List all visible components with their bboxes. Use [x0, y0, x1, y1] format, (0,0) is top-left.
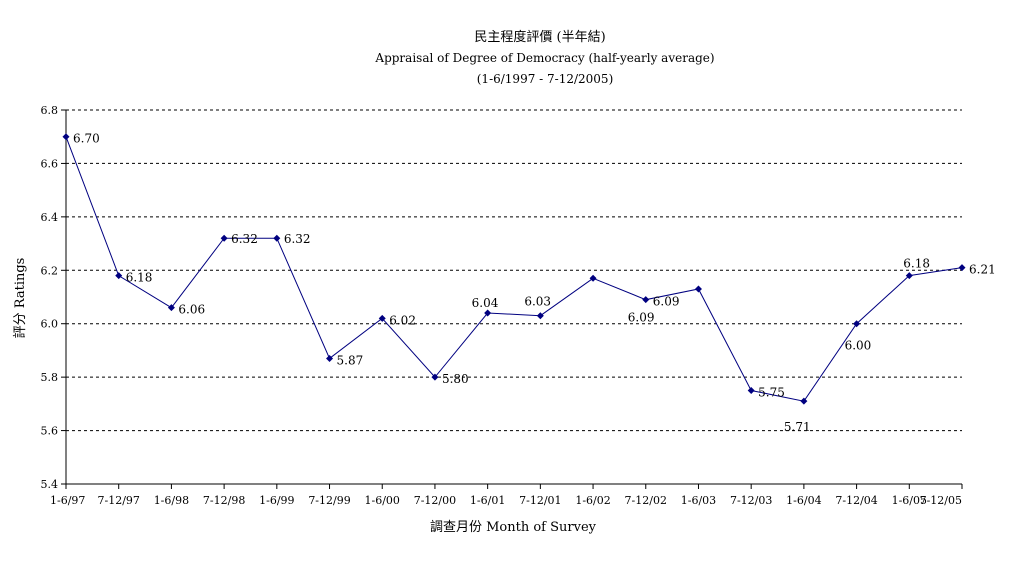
data-point	[62, 133, 70, 141]
data-label: 5.87	[337, 353, 364, 367]
data-point	[694, 285, 702, 293]
data-point	[589, 274, 597, 282]
series-ratings	[62, 133, 966, 405]
x-tick-label: 7-12/01	[519, 494, 561, 507]
chart-title: 民主程度評價 (半年結)	[474, 29, 605, 45]
gridlines	[66, 109, 962, 432]
y-tick-label: 6.4	[41, 211, 59, 224]
data-point	[220, 234, 228, 242]
x-tick-label: 1-6/04	[786, 494, 821, 507]
data-label: 5.80	[442, 372, 469, 386]
data-point	[905, 272, 913, 280]
y-tick-label: 6.8	[41, 104, 59, 117]
data-point	[167, 304, 175, 312]
x-tick-label: 1-6/00	[365, 494, 400, 507]
x-tick-label: 7-12/00	[414, 494, 456, 507]
data-point	[747, 387, 755, 394]
data-label: 6.04	[472, 296, 499, 310]
data-label: 6.03	[524, 295, 551, 309]
x-tick-label: 1-6/98	[154, 494, 189, 507]
data-label: 6.06	[178, 303, 205, 317]
data-point	[958, 264, 966, 272]
data-labels: 6.70 6.18 6.06 6.32 6.32 5.87 6.02 5.80 6.04 6.03…	[73, 132, 996, 434]
x-tick-label: 7-12/04	[835, 494, 877, 507]
data-label: 5.71	[784, 420, 811, 434]
chart-period: (1-6/1997 - 7-12/2005)	[477, 72, 614, 86]
data-point	[431, 373, 439, 381]
data-label: 6.02	[389, 313, 416, 327]
x-tick-label: 7-12/97	[97, 494, 139, 507]
x-tick-label: 7-12/05	[920, 494, 962, 507]
chart-subtitle: Appraisal of Degree of Democracy (half-y…	[374, 51, 714, 65]
y-tick-label: 5.6	[41, 425, 59, 438]
data-label: 6.21	[969, 263, 996, 277]
x-tick-label: 1-6/05	[892, 494, 927, 507]
y-axis-title: 評分 Ratings	[13, 258, 28, 339]
data-label: 6.32	[231, 232, 258, 246]
data-point	[115, 272, 123, 280]
axes	[61, 109, 963, 489]
y-tick-labels: 5.4 5.6 5.8 6.0 6.2 6.4 6.6 6.8	[41, 104, 59, 491]
y-tick-label: 6.0	[41, 318, 59, 331]
y-tick-label: 5.8	[41, 371, 59, 384]
data-point	[853, 320, 861, 328]
data-point	[484, 309, 492, 317]
x-tick-label: 7-12/02	[625, 494, 667, 507]
x-tick-label: 7-12/99	[308, 494, 350, 507]
y-tick-label: 6.6	[41, 157, 59, 170]
x-tick-labels: 1-6/97 7-12/97 1-6/98 7-12/98 1-6/99 7-12/99 1…	[50, 494, 962, 507]
y-tick-label: 6.2	[41, 264, 59, 277]
data-point	[800, 397, 808, 405]
data-label: 6.00	[845, 339, 872, 353]
data-label: 6.70	[73, 132, 100, 146]
x-tick-label: 7-12/03	[730, 494, 772, 507]
data-point	[378, 314, 386, 322]
x-tick-label: 1-6/03	[681, 494, 716, 507]
data-label: 6.18	[126, 271, 153, 285]
data-point	[642, 296, 650, 304]
data-point	[326, 354, 334, 362]
data-label: 6.09	[628, 311, 655, 325]
data-point	[273, 234, 281, 242]
data-label: 6.09	[653, 295, 680, 309]
data-point	[536, 312, 544, 320]
x-tick-label: 1-6/02	[575, 494, 610, 507]
x-axis-title: 調查月份 Month of Survey	[430, 520, 597, 535]
x-tick-label: 7-12/98	[203, 494, 245, 507]
x-tick-label: 1-6/99	[259, 494, 294, 507]
data-label: 6.18	[903, 257, 930, 271]
data-label: 5.75	[758, 386, 785, 400]
x-tick-label: 1-6/97	[50, 494, 85, 507]
series-line	[65, 136, 963, 402]
data-label: 6.32	[284, 232, 311, 246]
y-tick-label: 5.4	[41, 478, 59, 491]
x-tick-label: 1-6/01	[470, 494, 505, 507]
